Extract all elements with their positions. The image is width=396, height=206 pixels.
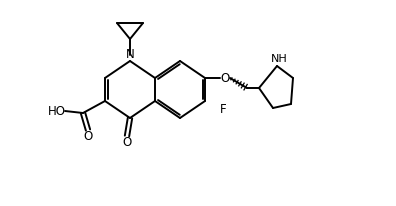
Text: O: O xyxy=(84,130,93,144)
Text: F: F xyxy=(220,103,226,116)
Text: O: O xyxy=(221,71,230,84)
Text: O: O xyxy=(122,137,131,150)
Text: NH: NH xyxy=(270,54,287,64)
Text: N: N xyxy=(126,48,134,61)
Text: HO: HO xyxy=(48,104,66,117)
